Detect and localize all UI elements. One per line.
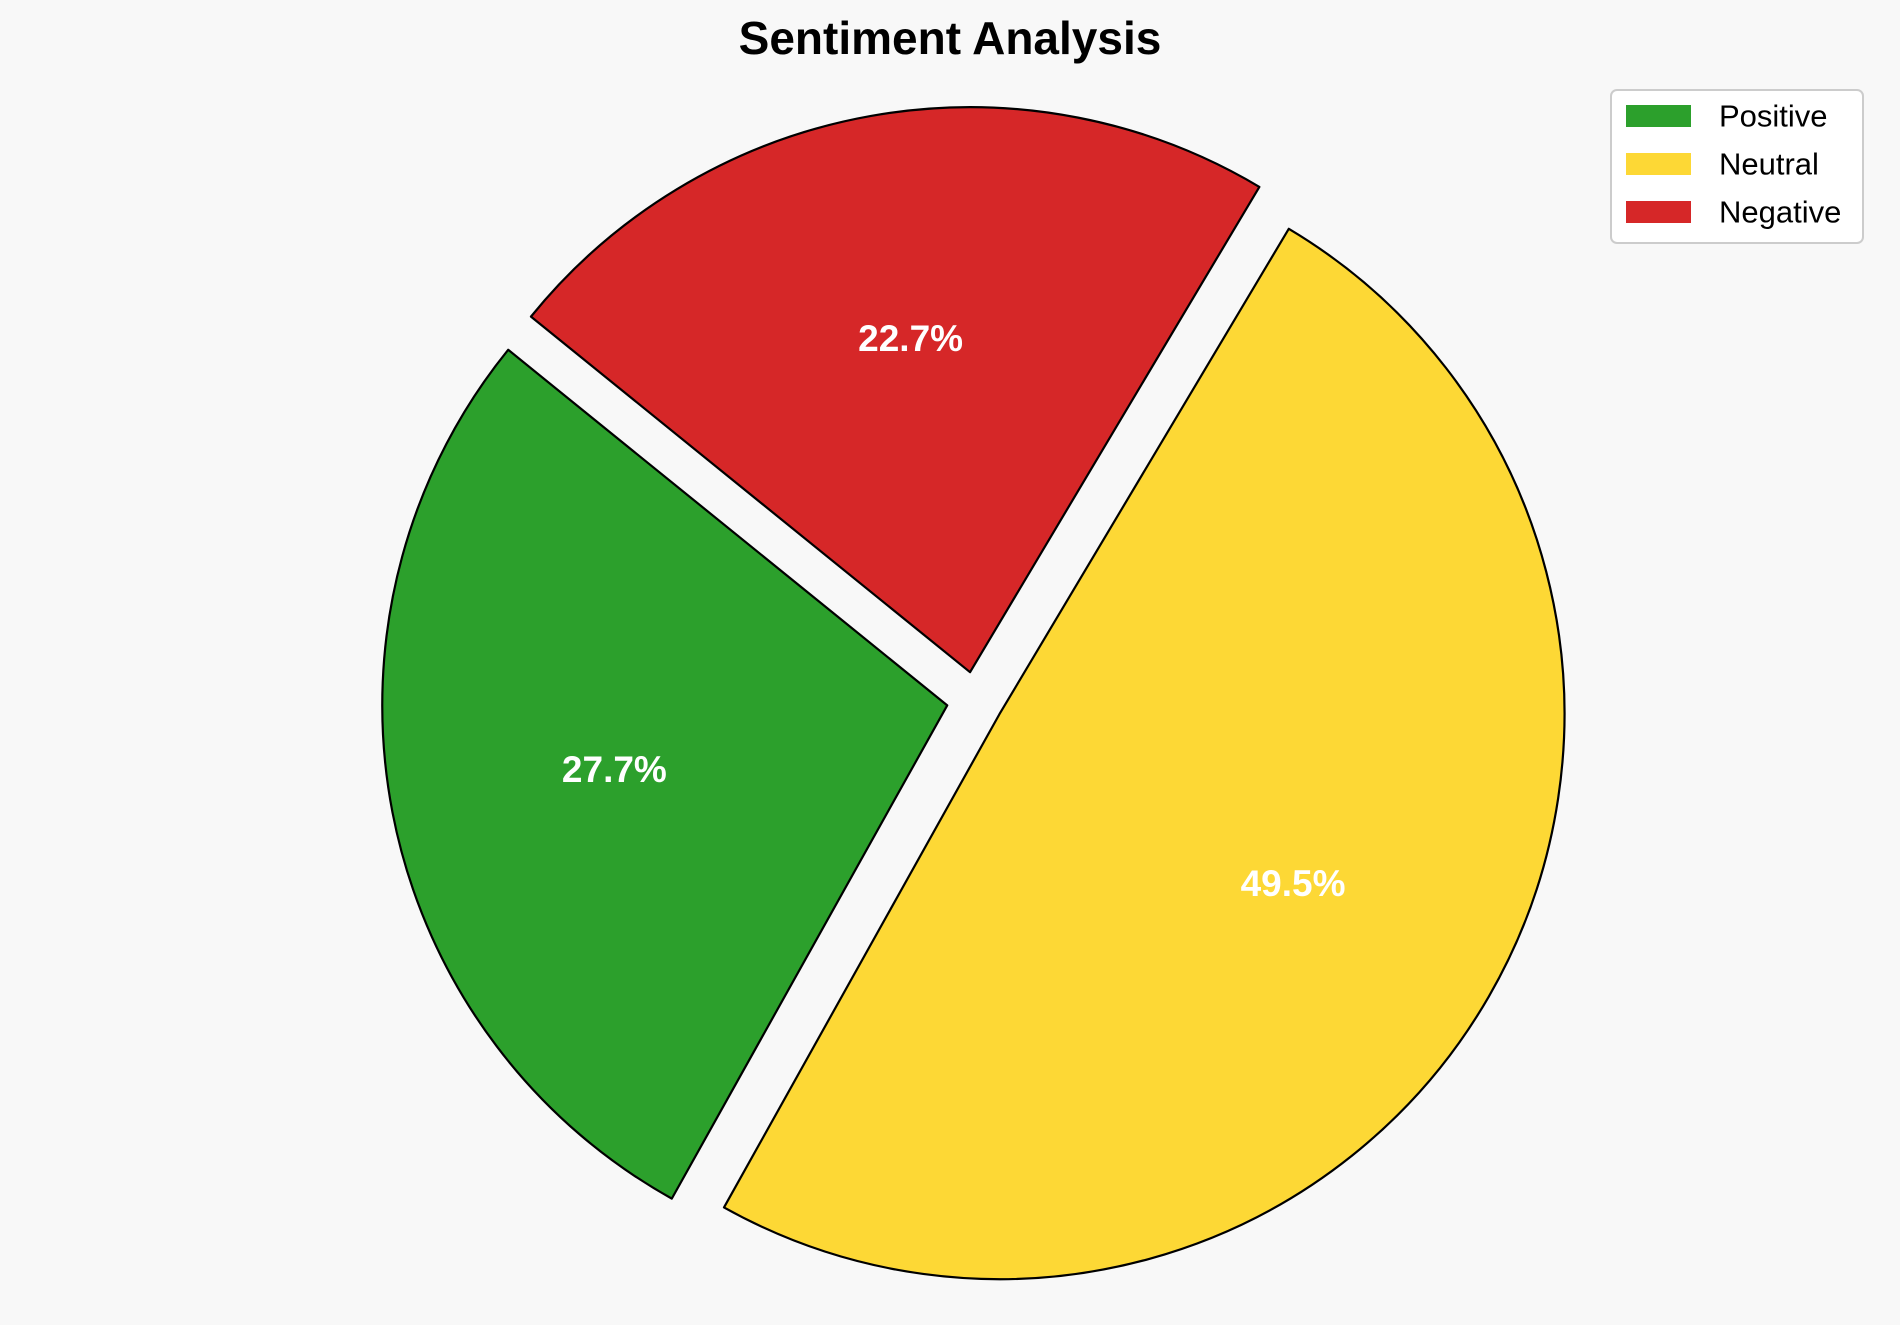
pie-slices (381, 106, 1566, 1281)
legend-swatch-positive (1626, 105, 1691, 127)
pie-slice-negative (529, 106, 1261, 674)
slice-label-neutral: 49.5% (1241, 863, 1346, 904)
pie-slice-neutral (722, 227, 1566, 1281)
chart-title: Sentiment Analysis (739, 12, 1162, 64)
slice-label-positive: 27.7% (562, 749, 667, 790)
pie-slice-positive (381, 348, 949, 1200)
slice-label-negative: 22.7% (858, 318, 963, 359)
legend-label-positive: Positive (1719, 99, 1828, 134)
slice-labels: 27.7% 49.5% 22.7% (562, 318, 1346, 904)
legend-label-neutral: Neutral (1719, 147, 1819, 182)
legend: Positive Neutral Negative (1610, 89, 1864, 244)
legend-label-negative: Negative (1719, 195, 1841, 230)
legend-swatch-negative (1626, 201, 1691, 223)
legend-swatch-neutral (1626, 153, 1691, 175)
